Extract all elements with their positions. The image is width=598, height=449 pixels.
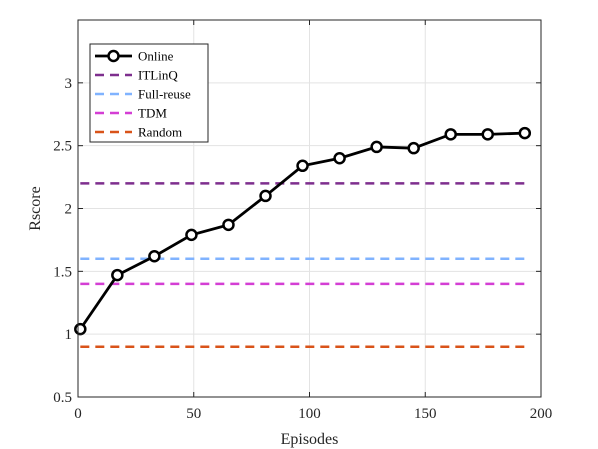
- series-online-point: [370, 140, 383, 154]
- y-axis-title: Rscore: [27, 186, 44, 230]
- x-tick-label: 150: [414, 406, 437, 422]
- y-tick-label: 0.5: [53, 390, 72, 406]
- series-online-point: [481, 128, 495, 141]
- x-tick-label: 100: [298, 406, 321, 422]
- series-online-point: [333, 151, 346, 165]
- y-tick-label: 1.5: [53, 264, 72, 280]
- legend-marker-online: [107, 49, 120, 63]
- series-online-point: [148, 250, 161, 263]
- x-tick-label: 200: [530, 406, 553, 422]
- x-tick-label: 50: [186, 406, 201, 422]
- legend-label-full-reuse: Full-reuse: [138, 87, 191, 102]
- series-online-point: [259, 189, 272, 203]
- legend-label-itlinq: ITLinQ: [138, 68, 178, 83]
- y-tick-label: 3: [65, 76, 73, 92]
- grid: [77, 20, 542, 398]
- series-online-point: [222, 218, 235, 232]
- series-layer: [74, 126, 532, 348]
- y-tick-label: 2.5: [53, 139, 72, 155]
- series-online-point: [296, 159, 309, 173]
- ticks: 0 50 100 150 200 0.5 1 1.5 2 2.5 3: [53, 20, 552, 422]
- y-tick-label: 2: [65, 202, 73, 218]
- x-tick-label: 0: [74, 406, 82, 422]
- legend: Online ITLinQ Full-reuse TDM Random: [89, 43, 209, 143]
- series-online-point: [185, 228, 198, 242]
- series-online-point: [518, 126, 532, 140]
- series-online-point: [444, 128, 457, 141]
- series-online-point: [74, 322, 87, 336]
- legend-label-online: Online: [138, 49, 174, 64]
- legend-label-tdm: TDM: [138, 106, 167, 121]
- y-tick-label: 1: [65, 327, 73, 343]
- x-axis-title: Episodes: [281, 431, 339, 448]
- series-online-point: [407, 141, 420, 155]
- series-online-point: [111, 268, 124, 282]
- legend-label-random: Random: [138, 125, 182, 140]
